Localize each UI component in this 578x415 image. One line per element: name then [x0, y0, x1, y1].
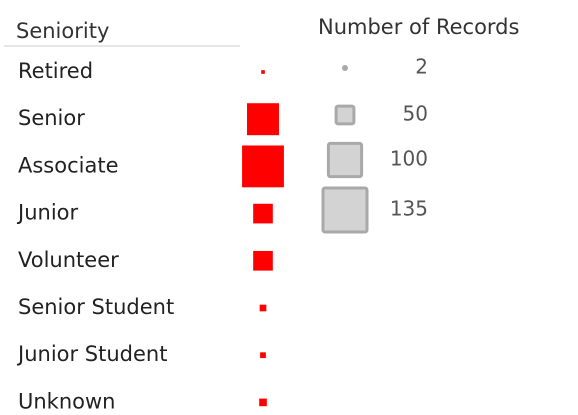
- column-header: Seniority: [16, 19, 109, 43]
- legend-title: Number of Records: [318, 15, 519, 39]
- legend-label: 50: [403, 102, 428, 126]
- legend-mark: [334, 104, 356, 126]
- square-mark: [242, 145, 284, 188]
- legend-mark: [342, 65, 348, 71]
- square-mark: [261, 70, 265, 74]
- legend-label: 2: [415, 55, 428, 79]
- row-label: Unknown: [18, 389, 115, 413]
- row-label: Retired: [18, 59, 93, 83]
- square-mark: [259, 304, 267, 312]
- row-label: Volunteer: [18, 248, 119, 272]
- row-label: Senior Student: [18, 295, 174, 319]
- row-label: Senior: [18, 106, 85, 130]
- row-label: Junior Student: [16, 342, 167, 366]
- legend-mark: [321, 186, 369, 234]
- square-mark: [259, 398, 267, 407]
- square-mark: [247, 103, 279, 136]
- square-mark: [260, 352, 266, 359]
- legend-label: 100: [390, 147, 428, 171]
- legend-label: 135: [390, 197, 428, 221]
- square-mark: [253, 250, 273, 271]
- row-label: Associate: [18, 153, 119, 177]
- row-label: Junior: [16, 201, 78, 225]
- legend-mark: [326, 141, 364, 179]
- square-mark: [253, 203, 273, 224]
